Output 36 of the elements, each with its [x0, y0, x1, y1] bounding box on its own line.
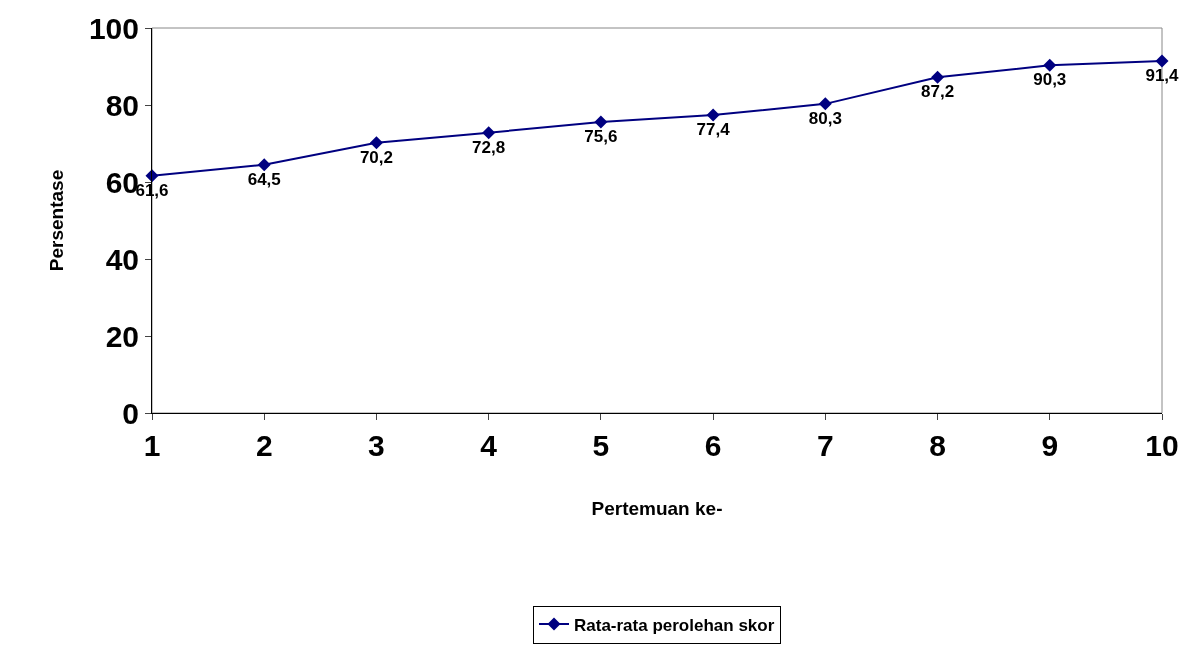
data-label: 91,4: [1145, 66, 1180, 86]
data-label: 87,2: [921, 82, 955, 102]
point: [369, 136, 383, 150]
y-tick-label: 0: [122, 396, 139, 430]
data-label: 64,5: [247, 169, 281, 189]
y-tick-label: 40: [105, 242, 139, 276]
legend-label: Rata-rata perolehan skor: [574, 615, 775, 635]
point: [594, 115, 608, 129]
x-tick-label: 1: [143, 429, 161, 462]
y-axis-title: Persentase: [45, 169, 67, 272]
x-tick-label: 5: [592, 429, 610, 462]
x-tick-label: 2: [255, 429, 273, 462]
x-tick-label: 10: [1145, 429, 1179, 462]
point: [931, 70, 945, 84]
x-axis-title: Pertemuan ke-: [591, 497, 723, 519]
data-label: 90,3: [1033, 70, 1067, 90]
y-tick-label: 80: [105, 88, 139, 122]
point: [818, 97, 832, 111]
data-label: 72,8: [472, 137, 506, 157]
x-tick-label: 9: [1041, 429, 1059, 462]
data-label: 77,4: [696, 120, 731, 140]
data-label: 75,6: [584, 126, 618, 146]
point: [482, 126, 496, 140]
point: [1043, 58, 1057, 72]
x-tick-label: 7: [816, 429, 834, 462]
y-tick-label: 100: [88, 11, 139, 45]
point: [257, 158, 271, 172]
x-tick-label: 3: [368, 429, 385, 462]
x-tick-label: 4: [480, 429, 498, 462]
point: [706, 108, 720, 122]
point: [1155, 54, 1169, 68]
y-tick-label: 20: [105, 319, 139, 353]
x-tick-label: 6: [704, 429, 722, 462]
x-tick-label: 8: [929, 429, 946, 462]
data-label: 80,3: [808, 108, 842, 128]
data-label: 70,2: [359, 147, 393, 167]
